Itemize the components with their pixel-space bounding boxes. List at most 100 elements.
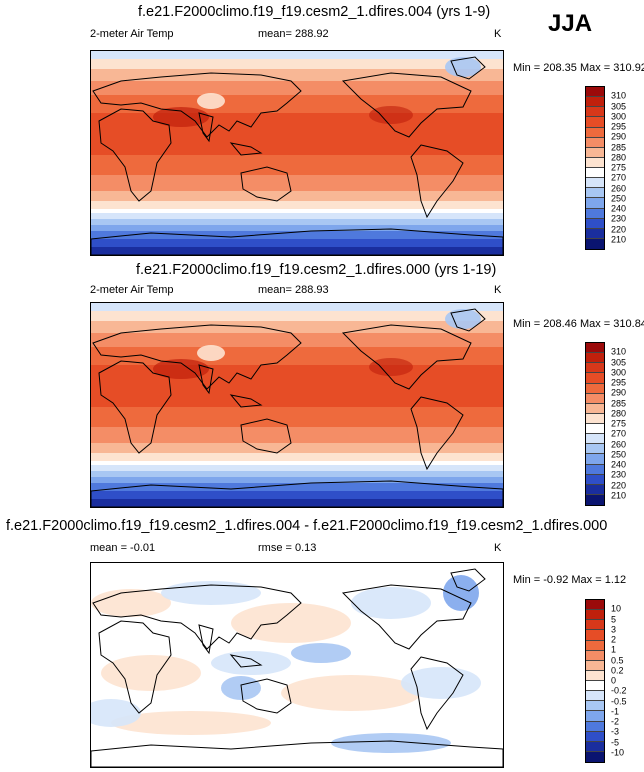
colorbar-swatch — [586, 464, 604, 475]
colorbar-tick-label: 295 — [611, 121, 627, 132]
colorbar-swatch — [586, 721, 604, 732]
colorbar-tick-label: 240 — [611, 203, 627, 214]
colorbar-swatch — [586, 670, 604, 681]
colorbar-swatch — [586, 373, 604, 384]
colorbar-swatch — [586, 178, 604, 189]
colorbar-swatch — [586, 650, 604, 661]
colorbar-tick-label: 230 — [611, 213, 627, 224]
colorbar-swatch — [586, 188, 604, 199]
colorbar-swatch — [586, 383, 604, 394]
colorbar-tick-label: -10 — [611, 747, 625, 758]
colorbar-tick-label: 280 — [611, 152, 627, 163]
colorbar-tick-label: 290 — [611, 387, 627, 398]
colorbar-tick-label: 305 — [611, 357, 627, 367]
temperature-field — [91, 51, 503, 255]
panel-1-title: f.e21.F2000climo.f19_f19.cesm2_1.dfires.… — [138, 4, 491, 20]
colorbar-swatch — [586, 228, 604, 239]
colorbar-swatch — [586, 238, 604, 249]
colorbar-swatch — [586, 208, 604, 219]
colorbar-tick-label: 260 — [611, 183, 627, 193]
colorbar-tick-label: 1 — [611, 644, 617, 655]
colorbar-tick-label: 250 — [611, 449, 627, 460]
colorbar-swatch — [586, 691, 604, 702]
panel-2-title: f.e21.F2000climo.f19_f19.cesm2_1.dfires.… — [136, 262, 497, 278]
colorbar-tick-label: -3 — [611, 726, 620, 737]
colorbar-swatch — [586, 97, 604, 108]
colorbar-swatch — [586, 474, 604, 485]
colorbar-tick-label: 285 — [611, 398, 627, 408]
colorbar-tick-label: 3 — [611, 624, 617, 635]
panel-3-rmse: rmse = 0.13 — [258, 542, 317, 554]
colorbar-swatch — [586, 701, 604, 712]
colorbar-swatch — [586, 660, 604, 671]
colorbar-swatch — [586, 343, 604, 354]
colorbar-tick-label: 210 — [611, 490, 627, 501]
colorbar-swatch — [586, 218, 604, 229]
colorbar-swatch — [586, 751, 604, 762]
colorbar-tick-label: -1 — [611, 706, 620, 717]
colorbar-swatch — [586, 87, 604, 98]
panel-2-mean: mean= 288.93 — [258, 284, 329, 296]
colorbar-swatch — [586, 731, 604, 742]
colorbar-tick-label: 0 — [611, 675, 617, 686]
colorbar-tick-label: 230 — [611, 469, 627, 480]
colorbar-tick-label: 220 — [611, 480, 627, 490]
colorbar-tick-label: 240 — [611, 459, 627, 470]
colorbar-swatch — [586, 107, 604, 118]
difference-field — [91, 563, 503, 767]
colorbar-tick-label: 300 — [611, 367, 627, 378]
colorbar-tick-label: 250 — [611, 193, 627, 204]
colorbar-tick-label: 0.5 — [611, 655, 624, 665]
colorbar-tick-label: 280 — [611, 408, 627, 419]
colorbar-swatch — [586, 434, 604, 445]
panel-2-colorbar — [585, 342, 605, 506]
colorbar-swatch — [586, 424, 604, 435]
panel-2-variable: 2-meter Air Temp — [90, 284, 174, 296]
panel-3-colorbar-labels: 10 5 3 2 1 0.5 0.2 0 -0.2 -0.5 -1 -2 -3 -5 -10 — [611, 599, 641, 763]
colorbar-tick-label: 260 — [611, 439, 627, 449]
colorbar-swatch — [586, 600, 604, 611]
colorbar-swatch — [586, 484, 604, 495]
colorbar-tick-label: 220 — [611, 224, 627, 234]
colorbar-swatch — [586, 681, 604, 692]
colorbar-tick-label: 310 — [611, 90, 627, 101]
colorbar-swatch — [586, 620, 604, 631]
colorbar-swatch — [586, 353, 604, 364]
colorbar-swatch — [586, 741, 604, 752]
panel-3-mean: mean = -0.01 — [90, 542, 156, 554]
colorbar-swatch — [586, 403, 604, 414]
colorbar-tick-label: 300 — [611, 111, 627, 122]
colorbar-tick-label: -0.2 — [611, 685, 627, 696]
panel-3-units: K — [494, 542, 502, 554]
panel-1-colorbar — [585, 86, 605, 250]
panel-1-mean: mean= 288.92 — [258, 28, 329, 40]
panel-3-title: f.e21.F2000climo.f19_f19.cesm2_1.dfires.… — [6, 518, 608, 534]
colorbar-swatch — [586, 640, 604, 651]
panel-1-units: K — [494, 28, 502, 40]
colorbar-tick-label: 275 — [611, 162, 627, 173]
panel-2-units: K — [494, 284, 502, 296]
panel-2-minmax: Min = 208.46 Max = 310.84 — [513, 318, 644, 330]
panel-3-minmax: Min = -0.92 Max = 1.12 — [513, 574, 627, 586]
panel-2-map — [90, 302, 504, 508]
colorbar-swatch — [586, 413, 604, 424]
colorbar-tick-label: 2 — [611, 634, 617, 645]
colorbar-swatch — [586, 494, 604, 505]
panel-3-colorbar — [585, 599, 605, 763]
colorbar-swatch — [586, 630, 604, 641]
panel-1-minmax: Min = 208.35 Max = 310.92 — [513, 62, 644, 74]
colorbar-swatch — [586, 198, 604, 209]
colorbar-swatch — [586, 444, 604, 455]
season-label: JJA — [548, 10, 593, 37]
colorbar-swatch — [586, 137, 604, 148]
colorbar-swatch — [586, 147, 604, 158]
colorbar-tick-label: 10 — [611, 603, 622, 614]
colorbar-swatch — [586, 157, 604, 168]
colorbar-tick-label: 0.2 — [611, 665, 624, 676]
colorbar-tick-label: 310 — [611, 346, 627, 357]
colorbar-swatch — [586, 363, 604, 374]
panel-1-variable: 2-meter Air Temp — [90, 28, 174, 40]
colorbar-tick-label: 285 — [611, 142, 627, 152]
colorbar-tick-label: -2 — [611, 716, 620, 727]
colorbar-tick-label: 5 — [611, 614, 617, 624]
